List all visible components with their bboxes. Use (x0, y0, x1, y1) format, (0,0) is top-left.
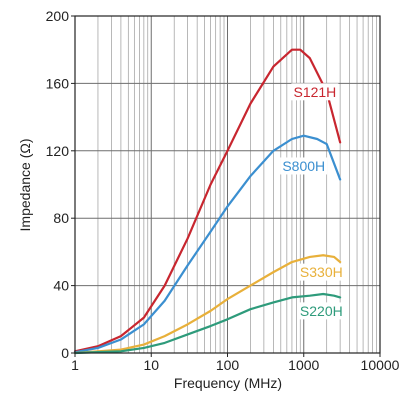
x-tick-label: 10000 (361, 357, 400, 373)
series-label-bg-s800h (280, 157, 328, 175)
y-tick-label: 40 (53, 278, 69, 294)
series-layer (73, 48, 342, 355)
y-tick-label: 80 (53, 210, 69, 226)
y-axis-title: Impedance (Ω) (17, 139, 33, 232)
series-line-s121h (73, 48, 342, 353)
series-label-s800h: S800H (282, 158, 325, 174)
x-tick-label: 1000 (288, 357, 319, 373)
axis-layer: 1 10 100 1000 10000 0 40 80 120 160 200 (46, 8, 400, 373)
x-tick-label: 100 (216, 357, 240, 373)
series-label-bg-s220h (297, 302, 345, 320)
series-label-bg-s330h (297, 263, 345, 281)
series-label-bg-s121h (291, 83, 339, 101)
y-tick-label: 120 (46, 143, 70, 159)
series-line-s330h (73, 254, 342, 355)
series-label-s330h: S330H (300, 264, 343, 280)
y-tick-label: 160 (46, 75, 70, 91)
x-axis-title: Frequency (MHz) (174, 375, 282, 391)
series-label-s121h: S121H (293, 84, 336, 100)
y-tick-label: 0 (61, 345, 69, 361)
x-tick-label: 1 (71, 357, 79, 373)
series-label-s220h: S220H (300, 303, 343, 319)
series-line-s220h (73, 292, 342, 355)
series-line-s800h (73, 134, 342, 354)
y-tick-label: 200 (46, 8, 70, 24)
x-tick-label: 10 (143, 357, 159, 373)
series-label-layer: S121H S800H S330H S220H (280, 83, 345, 320)
